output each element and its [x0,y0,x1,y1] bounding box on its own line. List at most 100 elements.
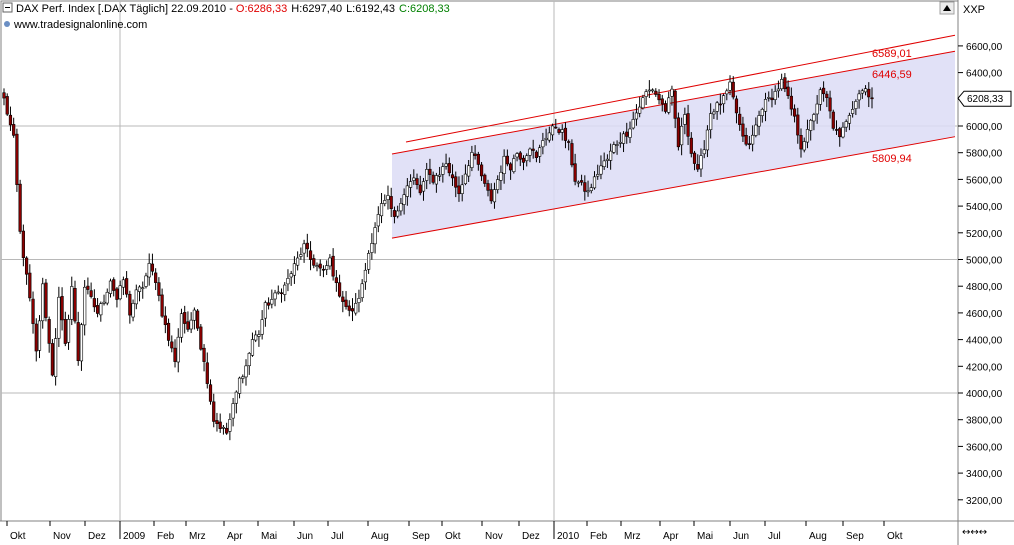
candle [273,289,277,307]
candle [641,94,645,110]
axis-code-label: XXP [963,4,985,16]
candle [534,150,539,163]
candle [667,91,671,115]
candle [118,280,122,301]
candle [18,179,22,234]
candle [221,425,226,435]
candle-body-up [670,88,674,97]
candle [760,107,764,123]
time-zoom-icon: ↔↔↔ [962,527,987,538]
candle [444,153,448,170]
candle [157,277,161,302]
candle [705,125,710,158]
candle-body-up [776,88,781,92]
candle-body-up [263,302,267,319]
candle [683,107,687,135]
y-tick-label: 4000,00 [966,389,1003,400]
candle-body-up [751,134,755,145]
candle [460,175,464,202]
candle-body-down [557,129,561,133]
time-axis: Okt Nov Dez 2009 Feb Mrz Apr Mai Jun Jul Aug Sep Okt… [6,521,903,542]
candle-body-up [292,263,297,276]
candle [763,92,768,122]
candle-body-down [76,322,80,361]
candle-body-up [54,338,58,378]
candle-body-up [141,287,145,290]
candle-body-down [796,114,800,136]
candle-body-up [276,291,280,294]
candle [692,150,697,171]
candle [212,393,216,428]
candle [483,173,487,187]
candle [28,264,32,302]
candle [834,120,839,135]
candle-body-up [844,121,848,128]
candle-body-down [554,126,558,129]
candle-body-down [350,308,355,312]
candle-body-up [137,286,142,292]
candle-body-up [773,91,777,100]
candle [176,328,180,373]
candle-body-down [783,77,787,90]
candle [515,152,519,162]
candle-body-up [760,108,764,116]
y-tick-label: 5200,00 [966,229,1003,240]
candle-body-down [150,263,155,272]
channel-band [392,51,955,239]
candle-body-down [157,282,161,296]
candle [728,75,732,96]
candle-body-down [792,108,797,117]
candle [473,145,477,160]
x-tick-label: Nov [485,531,503,542]
candle [386,185,390,210]
candle [754,117,758,138]
x-tick-label: Jul [768,531,781,542]
last-price-box [957,90,1012,107]
candle-body-down [454,176,458,188]
candle-body-up [176,336,180,363]
candle-body-up [408,181,413,188]
time-zoom-controls[interactable]: ↔↔↔ [962,527,987,538]
candle [625,122,629,144]
candle-body-down [160,294,164,317]
candle [196,308,200,331]
candle-body-up [250,339,255,356]
candle [638,97,642,118]
candle [489,183,493,204]
candle [802,137,806,153]
candle [547,126,551,143]
candle-body-up [328,257,332,267]
candle [228,413,232,441]
candle-body-up [379,203,384,217]
candle [596,164,600,180]
candle-body-down [337,282,342,297]
candle [115,287,119,308]
scroll-up-button[interactable] [939,1,955,15]
candle [538,144,542,163]
candle [738,106,742,131]
y-tick-label: 3800,00 [966,416,1003,427]
y-tick-label: 3200,00 [966,496,1003,507]
candle [744,127,748,147]
candle [328,254,332,270]
candle-body-up [399,203,403,212]
candle [496,175,500,194]
candle [418,175,422,196]
candle [851,101,855,118]
candle-body-up [467,165,471,177]
candle [250,332,255,357]
candle-body-down [521,157,526,163]
candle-body-up [228,419,232,432]
candle [789,87,793,116]
y-tick-label: 4400,00 [966,336,1003,347]
candle [289,270,293,286]
settings-icon[interactable] [4,21,10,27]
candle-body-down [73,288,77,322]
candle [44,278,48,322]
candle [86,277,90,295]
candle [554,118,558,129]
candle-body-up [376,214,380,227]
candle [592,171,597,190]
candle [357,289,361,313]
